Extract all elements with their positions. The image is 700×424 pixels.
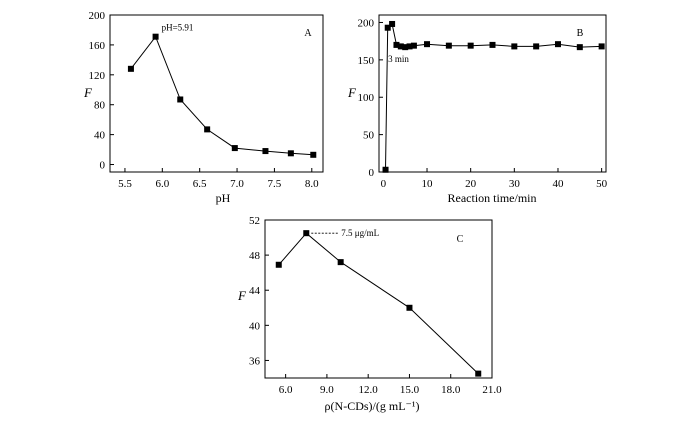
y-tick-label: 100 (358, 92, 375, 104)
data-point (287, 150, 294, 157)
panel-c: 6.0 9.0 12.0 15.0 18.0 21.0 36 40 44 48 52 ρ(N-CDs)… (237, 215, 502, 413)
data-point (310, 151, 317, 158)
y-tick-label: 44 (249, 285, 261, 297)
y-tick-label: 0 (369, 167, 375, 179)
x-tick-label: 20 (465, 178, 477, 190)
y-tick-label: 160 (89, 40, 106, 52)
data-point (511, 43, 518, 50)
x-tick-label: 6.0 (155, 178, 169, 190)
y-axis-label: F (83, 85, 93, 100)
data-point (445, 42, 452, 49)
data-point (337, 259, 344, 266)
y-tick-label: 200 (358, 17, 375, 29)
data-point (406, 304, 413, 311)
data-point (402, 44, 409, 51)
y-axis-label: F (237, 288, 247, 303)
y-tick-label: 0 (100, 160, 106, 172)
data-point (384, 24, 391, 31)
data-point (231, 145, 238, 152)
y-tick-label: 52 (249, 215, 260, 227)
annotation-label: 7.5 μg/mL (341, 228, 379, 238)
panel-c-frame (264, 219, 493, 379)
data-point (262, 148, 269, 155)
data-point (389, 20, 396, 27)
x-axis-label: Reaction time/min (448, 191, 537, 205)
x-tick-label: 9.0 (320, 384, 334, 396)
data-point (382, 166, 389, 173)
x-tick-label: 7.0 (230, 178, 244, 190)
x-tick-label: 0 (381, 178, 387, 190)
data-point (152, 33, 159, 40)
data-point (204, 126, 211, 133)
data-point (393, 41, 400, 48)
annotation-label: 3 min (388, 54, 409, 64)
data-point (303, 230, 310, 237)
panel-a-frame (109, 14, 324, 173)
data-point (406, 43, 413, 50)
x-tick-label: 8.0 (305, 178, 319, 190)
data-point (467, 42, 474, 49)
y-axis-label: F (347, 85, 357, 100)
x-tick-label: 12.0 (359, 384, 379, 396)
data-point (275, 261, 282, 268)
y-tick-label: 150 (358, 55, 375, 67)
y-tick-label: 40 (249, 320, 261, 332)
panel-letter: A (304, 28, 312, 39)
y-tick-label: 80 (94, 100, 106, 112)
panel-a: 5.5 6.0 6.5 7.0 7.5 8.0 0 40 80 120 160 200 pH F ApH=5… (83, 10, 324, 205)
x-tick-label: 6.0 (279, 384, 293, 396)
data-point (410, 42, 417, 49)
data-point (489, 41, 496, 48)
series-line (130, 35, 314, 156)
data-point (576, 44, 583, 51)
x-tick-label: 30 (509, 178, 521, 190)
data-point (475, 370, 482, 377)
panel-letter: C (457, 234, 464, 245)
x-axis-label: pH (216, 191, 231, 205)
x-axis-label: ρ(N-CDs)/(g mL⁻¹) (325, 399, 420, 413)
panel-letter: B (577, 28, 584, 39)
x-tick-label: 10 (422, 178, 434, 190)
panel-b: 0 10 20 30 40 50 0 50 100 150 200 Reaction time/min… (347, 14, 608, 205)
panel-b-frame (378, 14, 607, 173)
y-tick-label: 200 (89, 10, 106, 22)
y-tick-label: 40 (94, 130, 106, 142)
x-tick-label: 7.5 (268, 178, 282, 190)
data-point (424, 41, 431, 48)
data-point (554, 41, 561, 48)
x-tick-label: 18.0 (441, 384, 461, 396)
data-point (533, 43, 540, 50)
x-tick-label: 6.5 (193, 178, 207, 190)
x-tick-label: 21.0 (482, 384, 502, 396)
y-tick-label: 120 (89, 70, 106, 82)
y-tick-label: 50 (363, 130, 375, 142)
data-point (177, 96, 184, 103)
x-tick-label: 50 (596, 178, 608, 190)
data-point (127, 65, 134, 72)
x-tick-label: 15.0 (400, 384, 420, 396)
series-line (278, 232, 479, 374)
annotation-label: pH=5.91 (162, 23, 194, 33)
data-point (598, 43, 605, 50)
x-tick-label: 5.5 (118, 178, 132, 190)
y-tick-label: 48 (249, 250, 261, 262)
data-point (397, 43, 404, 50)
y-tick-label: 36 (249, 355, 261, 367)
x-tick-label: 40 (552, 178, 564, 190)
